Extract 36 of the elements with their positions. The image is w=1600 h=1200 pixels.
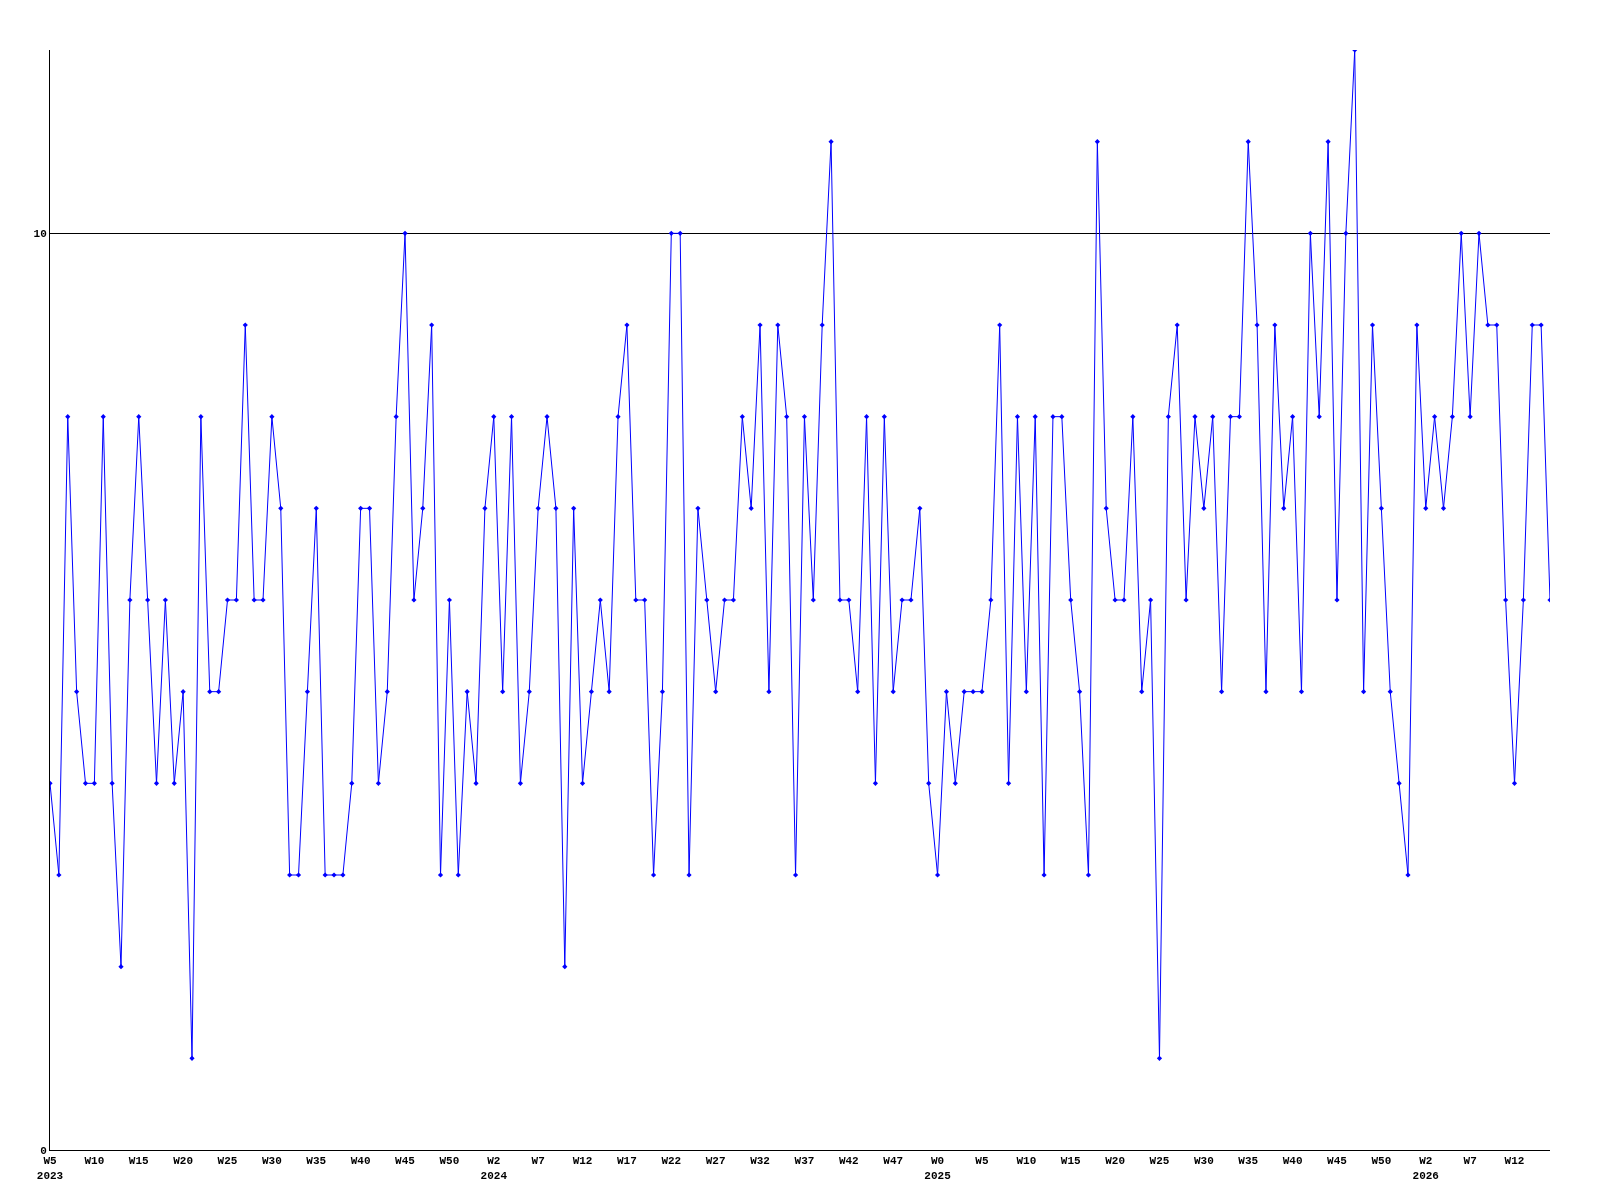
x-tick-label: W40 (1282, 1155, 1303, 1168)
x-tick-label: W2 2024 (480, 1155, 508, 1182)
x-tick-label: W22 (661, 1155, 682, 1168)
x-tick-label: W17 (617, 1155, 637, 1168)
x-tick-label: W25 (217, 1155, 238, 1168)
x-tick-label: W30 (261, 1155, 282, 1168)
x-tick-label: W20 (1105, 1155, 1125, 1168)
x-tick-label: W7 (1463, 1155, 1477, 1168)
x-tick-label: W40 (350, 1155, 371, 1168)
y-tick-label: 10 (33, 228, 47, 241)
x-tick-label: W45 (1327, 1155, 1348, 1168)
x-tick-label: W32 (750, 1155, 770, 1168)
x-tick-label: W35 (1238, 1155, 1259, 1168)
x-tick-label: W42 (838, 1155, 859, 1168)
x-tick-label: W12 (572, 1155, 593, 1168)
x-tick-label: W30 (1193, 1155, 1214, 1168)
x-tick-label: W15 (1060, 1155, 1082, 1168)
x-tick-label: W45 (395, 1155, 416, 1168)
x-tick-label: W12 (1504, 1155, 1525, 1168)
x-tick-label: W2 2026 (1412, 1155, 1439, 1182)
x-tick-label: W20 (173, 1155, 194, 1168)
x-tick-label: W50 (1371, 1155, 1392, 1168)
x-tick-label: W27 (705, 1155, 726, 1168)
x-tick-label: W0 2025 (924, 1155, 952, 1182)
x-tick-label: W5 2023 (36, 1155, 64, 1182)
x-tick-label: W50 (439, 1155, 460, 1168)
x-tick-label: W5 (975, 1155, 989, 1168)
x-tick-label: W7 (531, 1155, 545, 1168)
x-tick-label: W35 (306, 1155, 327, 1168)
x-tick-label: W15 (128, 1155, 150, 1168)
x-tick-label: W10 (1016, 1155, 1037, 1168)
y-tick-label: 0 (40, 1144, 47, 1157)
x-tick-label: W47 (883, 1155, 904, 1168)
x-tick-label: W37 (794, 1155, 815, 1168)
x-tick-label: W25 (1149, 1155, 1170, 1168)
x-tick-label: W10 (84, 1155, 105, 1168)
